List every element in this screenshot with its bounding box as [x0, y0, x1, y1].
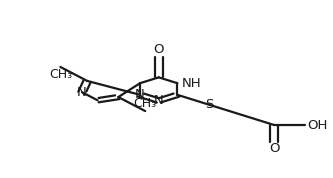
Text: N: N	[77, 86, 87, 99]
Text: O: O	[154, 43, 164, 56]
Text: NH: NH	[181, 77, 201, 90]
Text: N: N	[135, 88, 145, 101]
Text: N: N	[154, 94, 164, 107]
Text: CH₃: CH₃	[49, 68, 72, 81]
Text: S: S	[205, 98, 214, 111]
Text: CH₃: CH₃	[134, 97, 157, 110]
Text: OH: OH	[307, 119, 328, 132]
Text: O: O	[269, 142, 280, 155]
